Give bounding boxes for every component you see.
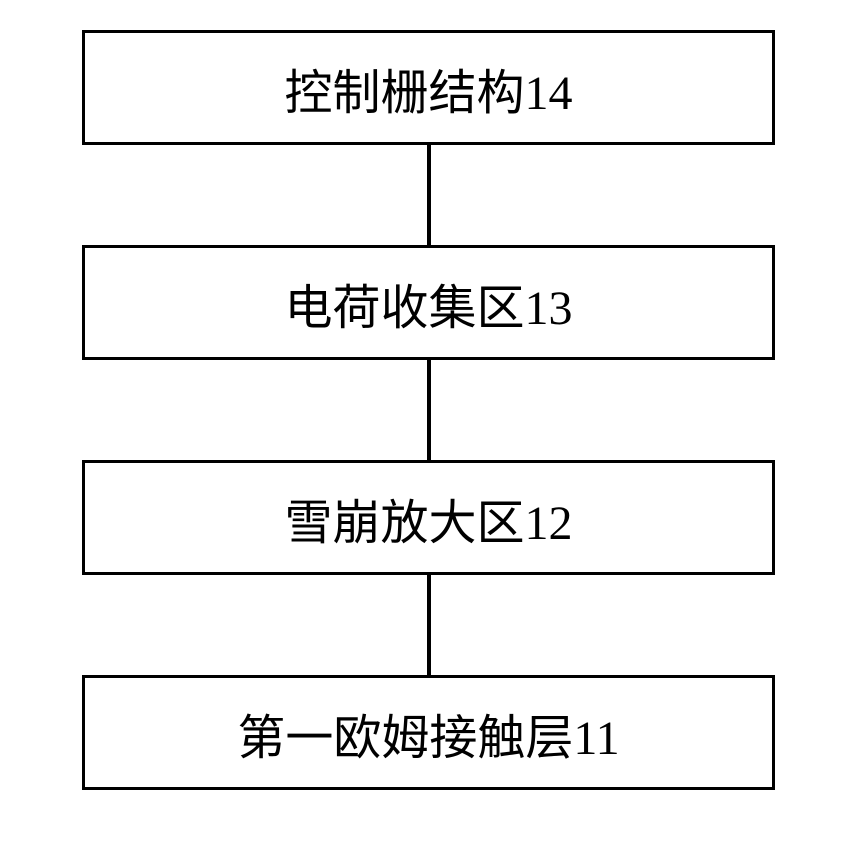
node-label: 雪崩放大区12 — [284, 483, 572, 553]
edge — [427, 575, 431, 675]
diagram-canvas: 控制栅结构14 电荷收集区13 雪崩放大区12 第一欧姆接触层11 — [0, 0, 857, 854]
node-label: 第一欧姆接触层11 — [237, 698, 619, 768]
node-label: 控制栅结构14 — [284, 53, 572, 123]
edge — [427, 145, 431, 245]
node-label: 电荷收集区13 — [284, 268, 572, 338]
edge — [427, 360, 431, 460]
node-avalanche-amp: 雪崩放大区12 — [82, 460, 775, 575]
node-charge-collection: 电荷收集区13 — [82, 245, 775, 360]
node-control-gate: 控制栅结构14 — [82, 30, 775, 145]
node-ohmic-contact: 第一欧姆接触层11 — [82, 675, 775, 790]
